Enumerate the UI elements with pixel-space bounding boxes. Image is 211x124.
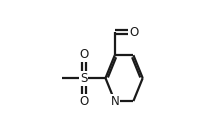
Text: N: N: [110, 95, 119, 108]
Text: S: S: [80, 72, 88, 85]
Text: O: O: [129, 26, 139, 39]
Text: O: O: [79, 48, 88, 61]
Text: O: O: [79, 95, 88, 108]
